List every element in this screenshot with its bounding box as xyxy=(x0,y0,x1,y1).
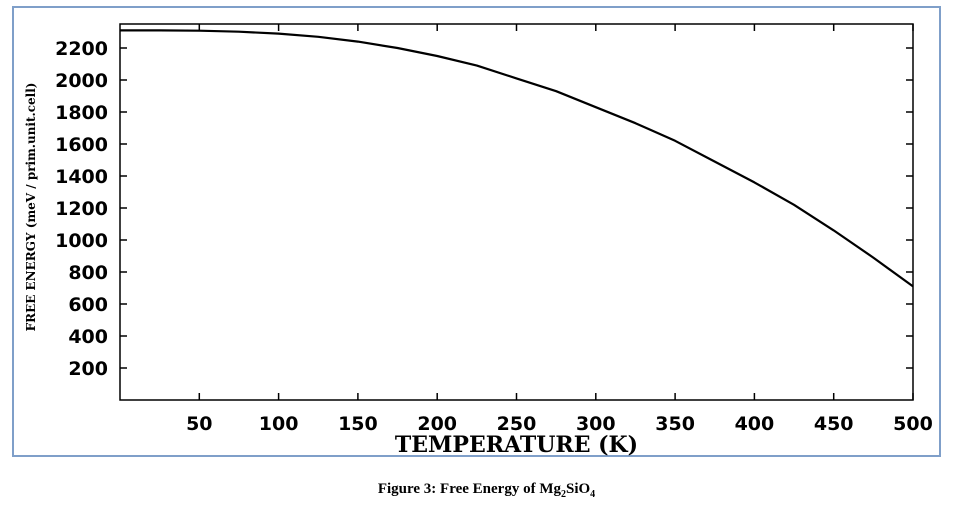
y-tick-label: 800 xyxy=(68,262,108,284)
y-tick-label: 1800 xyxy=(55,102,108,124)
x-tick-label: 150 xyxy=(338,413,378,435)
x-tick-label: 350 xyxy=(655,413,695,435)
free-energy-line xyxy=(120,29,914,288)
y-tick-label: 600 xyxy=(68,294,108,316)
x-tick-label: 250 xyxy=(497,413,537,435)
y-axis-label: FREE ENERGY (meV / prim.unit.cell) xyxy=(24,83,38,332)
x-tick-label: 500 xyxy=(893,413,933,435)
free-energy-chart: 50 100 150 200 250 300 350 400 450 500 200 400 600 80… xyxy=(24,23,933,458)
y-tick-label: 2000 xyxy=(55,70,108,92)
figure-caption: Figure 3: Free Energy of Mg2SiO4 xyxy=(0,481,973,500)
x-tick-label: 400 xyxy=(735,413,775,435)
y-tick-label: 1200 xyxy=(55,198,108,220)
y-tick-label: 2200 xyxy=(55,38,108,60)
x-tick-label: 200 xyxy=(417,413,457,435)
x-tick-label: 300 xyxy=(576,413,616,435)
caption-subscript-1: 2 xyxy=(560,489,566,500)
y-tick-label: 400 xyxy=(68,326,108,348)
x-tick-label: 50 xyxy=(186,413,212,435)
x-tick-label: 100 xyxy=(259,413,299,435)
plot-area xyxy=(119,23,914,401)
y-tick-label: 1400 xyxy=(55,166,108,188)
y-tick-label: 1600 xyxy=(55,134,108,156)
caption-prefix: Figure 3: Free Energy of Mg xyxy=(377,481,561,497)
tick-label-layer: 50 100 150 200 250 300 350 400 450 500 200 400 600 80… xyxy=(55,38,933,435)
tick-layer xyxy=(120,24,914,400)
x-axis-label: TEMPERATURE (K) xyxy=(395,432,638,458)
caption-subscript-2: 4 xyxy=(590,489,596,500)
x-tick-label: 450 xyxy=(814,413,854,435)
figure-frame xyxy=(12,6,941,457)
y-tick-label: 1000 xyxy=(55,230,108,252)
caption-mid: SiO xyxy=(565,481,591,497)
y-tick-label: 200 xyxy=(68,358,108,380)
series-layer xyxy=(120,29,914,288)
